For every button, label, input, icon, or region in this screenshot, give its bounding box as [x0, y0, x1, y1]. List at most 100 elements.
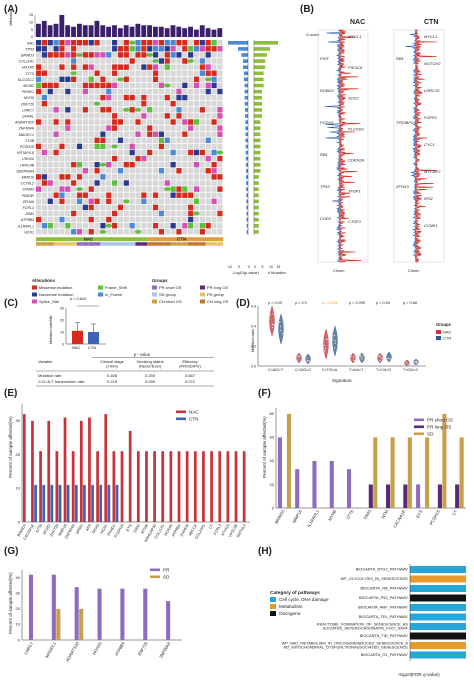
- oncoprint-cell: [211, 229, 217, 235]
- oncoprint-cell: [88, 137, 94, 143]
- oncoprint-cell: [117, 186, 124, 192]
- oncoprint-cell: [158, 52, 164, 58]
- oncoprint-cell: [76, 94, 83, 101]
- oncoprint-cell: [135, 125, 141, 131]
- oncoprint-cell: [41, 58, 47, 64]
- oncoprint-mark: [117, 46, 124, 52]
- oncoprint-mark: [65, 76, 71, 82]
- y-tick: 20: [16, 606, 21, 611]
- mutation-count-bar: [164, 28, 170, 37]
- oncoprint-mark: [112, 70, 118, 76]
- oncoprint-cell: [205, 143, 211, 150]
- oncoprint-cell: [170, 204, 176, 211]
- oncoprint-mark: [53, 46, 59, 52]
- oncoprint-cell: [217, 64, 223, 70]
- oncoprint-cell: [76, 46, 83, 52]
- oncoprint-cell: [211, 58, 217, 64]
- mutation-bar: [254, 77, 264, 82]
- oncoprint-mark: [147, 46, 153, 52]
- oncoprint-cell: [76, 107, 83, 113]
- oncoprint-cell: [188, 113, 194, 119]
- oncoprint-cell: [199, 76, 205, 82]
- bar: [242, 451, 246, 522]
- oncoprint-cell: [65, 143, 71, 150]
- bar: [120, 451, 124, 522]
- oncoprint-mark: [217, 186, 223, 192]
- oncoprint-cell: [188, 229, 194, 235]
- oncoprint-mark: [199, 70, 205, 76]
- bar: [153, 451, 156, 522]
- oncoprint-mark: [129, 223, 135, 229]
- oncoprint-mark: [129, 149, 135, 156]
- oncoprint-cell: [170, 125, 176, 131]
- x-tick: MMP16: [291, 508, 303, 524]
- bar: [403, 484, 408, 508]
- violin: [323, 328, 329, 360]
- oncoprint-cell: [141, 107, 147, 113]
- oncoprint-cell: [129, 113, 135, 119]
- mutation-bar: [254, 175, 259, 179]
- oncoprint-cell: [176, 180, 182, 186]
- gistic-right-label: MYCL1: [424, 34, 437, 39]
- pvalue-bar: [246, 199, 248, 204]
- oncoprint-mark: [135, 131, 141, 137]
- legend-swatch: [414, 425, 424, 429]
- oncoprint-cell: [41, 113, 47, 119]
- legend-label: PR short OS: [427, 417, 453, 422]
- oncoprint-cell: [193, 216, 200, 223]
- mutation-bar: [254, 71, 264, 76]
- oncoprint-cell: [47, 101, 53, 107]
- data-point: [360, 356, 362, 359]
- oncoprint-cell: [182, 155, 188, 162]
- oncoprint-mark: [164, 46, 170, 52]
- legend-groups-title: Groups: [152, 278, 168, 283]
- oncoprint-cell: [153, 180, 159, 186]
- oncoprint-mark: [106, 94, 112, 101]
- legend-label: NAC: [443, 330, 452, 335]
- legend-group-label: PD group: [207, 292, 225, 297]
- oncoprint-mark: [59, 174, 65, 180]
- panel-c: (C) p = 0.843 Mutation rate/Mb 0102030NA…: [4, 297, 214, 387]
- bar: [390, 437, 395, 508]
- oncoprint-cell: [100, 180, 106, 186]
- bar: [28, 574, 34, 640]
- oncoprint-cell: [158, 186, 164, 192]
- data-point: [415, 360, 418, 363]
- oncoprint-mark: [199, 149, 205, 156]
- oncoprint-mark: [216, 150, 224, 155]
- oncoprint-cell: [193, 143, 200, 150]
- pathway-bar: [410, 585, 466, 592]
- oncoprint-mark: [106, 125, 112, 131]
- oncoprint-cell: [82, 70, 88, 76]
- oncoprint-mark: [217, 131, 223, 137]
- oncoprint-cell: [88, 162, 94, 168]
- oncoprint-cell: [147, 88, 153, 95]
- oncoprint-cell: [158, 107, 164, 113]
- subgroup-cell: [71, 242, 77, 246]
- oncoprint-cell: [158, 125, 164, 131]
- panel-g-ylabel: Percent of sample affected(%): [8, 572, 13, 634]
- data-point: [272, 313, 274, 315]
- oncoprint-cell: [47, 143, 53, 150]
- oncoprint-mark: [158, 46, 164, 52]
- oncoprint-mark: [158, 210, 164, 217]
- panel-f: (F) Percent of sample affected(%) 020406…: [258, 388, 466, 529]
- bar: [145, 451, 148, 522]
- table-cell: 0.072: [185, 379, 196, 384]
- mutation-tick: 15: [277, 265, 281, 269]
- oncoprint-cell: [88, 46, 94, 52]
- oncoprint-mark: [199, 46, 205, 52]
- oncoprint-cell: [106, 101, 112, 107]
- gene-label: SLCO1C1: [18, 78, 34, 82]
- data-point: [306, 360, 309, 363]
- oncoprint-cell: [147, 186, 153, 192]
- oncoprint-cell: [158, 216, 164, 223]
- oncoprint-cell: [47, 58, 53, 64]
- oncoprint-cell: [41, 155, 47, 162]
- oncoprint-mark: [217, 125, 223, 131]
- legend-swatch: [176, 417, 186, 421]
- oncoprint-cell: [141, 174, 147, 180]
- subgroup-cell: [141, 242, 148, 246]
- oncoprint-cell: [182, 174, 188, 180]
